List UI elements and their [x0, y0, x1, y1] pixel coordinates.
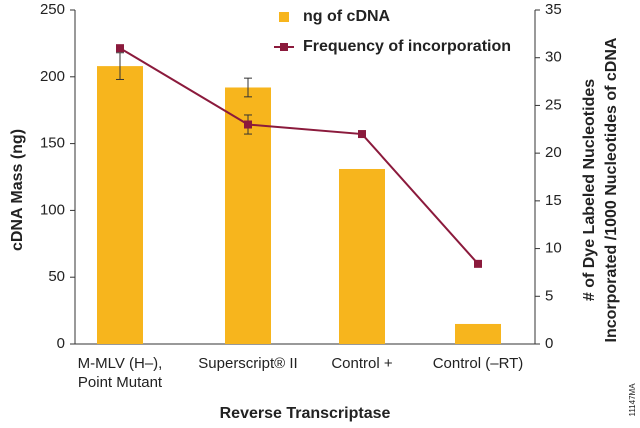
line [119, 47, 479, 265]
y2-tick-label: 5 [545, 287, 553, 304]
x-tick-label: Control + [331, 355, 393, 372]
legend-label: ng of cDNA [303, 8, 391, 25]
bar [97, 66, 143, 344]
y-tick-label: 250 [40, 1, 65, 18]
x-tick-label: Superscript® II [198, 355, 298, 372]
x-tick-label: M-MLV (H–), Point Mutant [77, 355, 163, 391]
legend-swatch [280, 43, 288, 51]
figure-code: 11147MA [628, 383, 637, 417]
x-axis-label: Reverse Transcriptase [220, 405, 391, 422]
line-marker [358, 130, 366, 139]
line-marker [244, 120, 252, 129]
y2-tick-label: 20 [545, 144, 562, 161]
error-bar [116, 52, 124, 80]
legend-label: Frequency of incorporation [303, 38, 511, 55]
y2-tick-label: 35 [545, 1, 562, 18]
bar [339, 168, 385, 344]
y-tick-label: 50 [48, 268, 65, 285]
legend-swatch [279, 12, 289, 22]
y2-tick-label: 0 [545, 335, 553, 352]
y-axis-label: cDNA Mass (ng) [9, 129, 26, 251]
y2-tick-label: 15 [545, 192, 562, 209]
bar [455, 323, 501, 344]
y-tick-label: 150 [40, 135, 65, 152]
y2-tick-label: 25 [545, 96, 562, 113]
y2-axis-label: # of Dye Labeled Nucleotides [581, 79, 598, 301]
y2-tick-label: 30 [545, 49, 562, 66]
y-tick-label: 100 [40, 201, 65, 218]
y-tick-label: 200 [40, 68, 65, 85]
error-bar [244, 77, 252, 98]
y2-tick-label: 10 [545, 240, 562, 257]
line-marker [116, 44, 124, 53]
y-tick-label: 0 [57, 335, 65, 352]
x-tick-label: Control (–RT) [432, 355, 524, 372]
line-marker [474, 259, 482, 268]
y2-axis-label: Incorporated /1000 Nucleotides of cDNA [603, 37, 620, 342]
